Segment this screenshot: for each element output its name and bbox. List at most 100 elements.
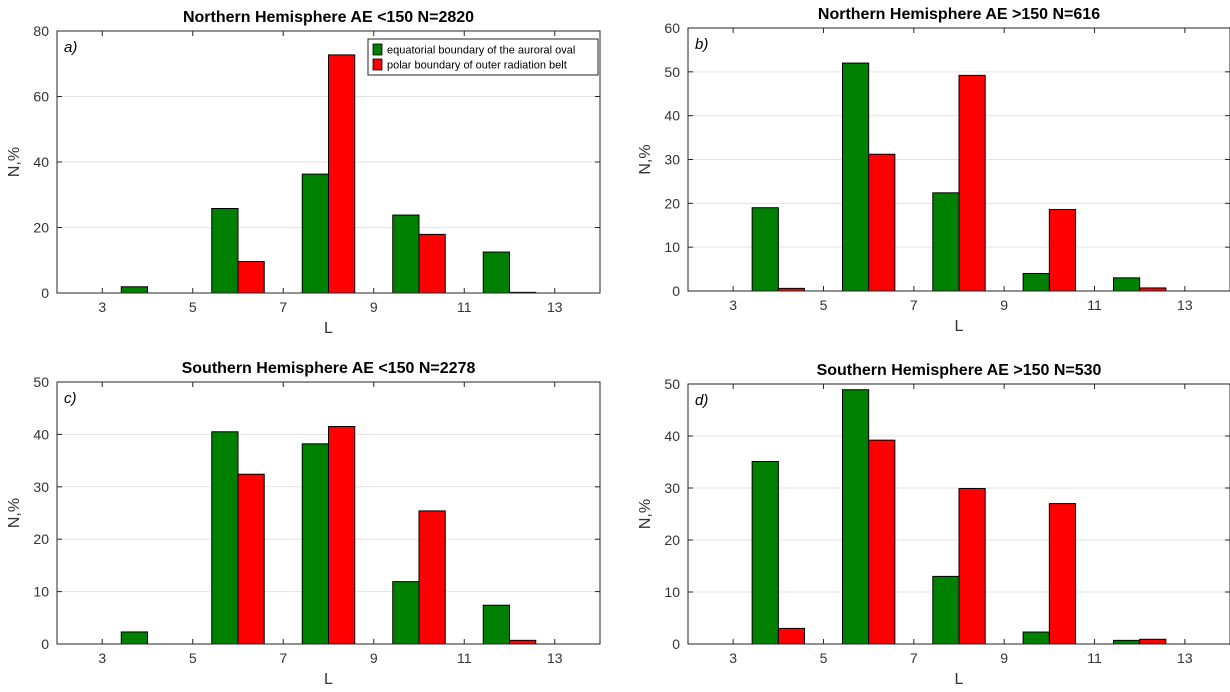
x-tick-label: 9 [1000, 650, 1008, 666]
y-tick-label: 50 [664, 376, 680, 392]
x-tick-label: 9 [370, 299, 378, 315]
x-tick-label: 7 [279, 299, 287, 315]
panel-label: c) [64, 390, 77, 407]
x-tick-label: 13 [547, 299, 563, 315]
y-tick-label: 20 [33, 220, 49, 236]
chart-title: Southern Hemisphere AE >150 N=530 [817, 362, 1102, 379]
x-tick-label: 11 [1087, 650, 1102, 666]
bar-equatorial-boundary-L4 [120, 286, 148, 294]
bar-equatorial-boundary-L8 [301, 443, 330, 645]
y-tick-label: 40 [664, 108, 680, 124]
y-tick-label: 20 [33, 531, 49, 547]
chart-title: Southern Hemisphere AE <150 N=2278 [182, 360, 476, 377]
x-tick-label: 11 [457, 650, 472, 666]
y-axis-label: N,% [637, 499, 654, 529]
y-tick-label: 60 [664, 20, 680, 36]
plot-frame [56, 381, 601, 645]
bar-equatorial-boundary-L12 [482, 604, 511, 645]
x-tick-label: 3 [729, 650, 737, 666]
x-tick-label: 3 [729, 297, 737, 313]
y-tick-label: 0 [41, 285, 49, 301]
bar-equatorial-boundary-L10 [392, 581, 420, 645]
panel-label: d) [695, 392, 708, 409]
y-tick-label: 60 [33, 89, 49, 105]
bar-equatorial-boundary-L4 [751, 207, 779, 292]
x-tick-label: 5 [820, 650, 828, 666]
y-tick-label: 30 [664, 152, 680, 168]
chart-panel-b: 3 5 7 9 11 13 0 10 20 30 40 50 60 Northern Hemisphere… [637, 6, 1230, 335]
bar-equatorial-boundary-L10 [1022, 272, 1050, 292]
plot-frame [687, 383, 1230, 645]
bar-equatorial-boundary-L10 [1022, 631, 1050, 645]
bar-polar-boundary-L8 [958, 74, 986, 292]
y-tick-label: 80 [33, 23, 49, 39]
y-tick-label: 0 [41, 636, 49, 652]
bar-polar-boundary-L10 [1048, 208, 1077, 292]
y-tick-label: 10 [33, 584, 49, 600]
bar-polar-boundary-L6 [237, 261, 265, 294]
bar-equatorial-boundary-L6 [841, 389, 870, 645]
x-tick-label: 13 [547, 650, 563, 666]
bar-polar-boundary-L8 [328, 54, 356, 294]
bar-equatorial-boundary-L6 [211, 431, 239, 645]
y-tick-label: 40 [33, 426, 49, 442]
x-tick-label: 5 [820, 297, 828, 313]
x-axis-label: L [324, 320, 333, 337]
x-axis-label: L [324, 671, 333, 688]
bar-polar-boundary-L12 [509, 639, 537, 645]
bar-polar-boundary-L10 [418, 233, 446, 294]
x-tick-label: 7 [910, 650, 918, 666]
x-tick-label: 3 [98, 650, 106, 666]
x-tick-label: 13 [1177, 650, 1193, 666]
x-tick-label: 5 [189, 299, 197, 315]
bar-polar-boundary-L12 [1139, 638, 1167, 645]
legend-box [367, 38, 599, 76]
bar-polar-boundary-L10 [1048, 503, 1077, 645]
bar-equatorial-boundary-L4 [751, 460, 779, 645]
x-tick-label: 5 [189, 650, 197, 666]
bar-polar-boundary-L6 [868, 153, 896, 292]
legend-label: polar boundary of outer radiation belt [387, 60, 567, 72]
legend-swatch [372, 58, 383, 71]
y-tick-label: 20 [664, 532, 680, 548]
chart-title: Northern Hemisphere AE >150 N=616 [818, 6, 1100, 23]
y-tick-label: 40 [33, 154, 49, 170]
chart-panel-a: 3 5 7 9 11 13 0 20 40 60 80 Northern Hemisphere AE … [6, 9, 601, 337]
bar-equatorial-boundary-L12 [482, 251, 511, 294]
bar-polar-boundary-L10 [418, 510, 446, 645]
chart-panel-d: 3 5 7 9 11 13 0 10 20 30 40 50 Southern Hemisphere A… [637, 362, 1230, 688]
x-tick-label: 7 [910, 297, 918, 313]
bar-polar-boundary-L8 [328, 426, 356, 645]
y-tick-label: 30 [33, 479, 49, 495]
bar-polar-boundary-L8 [958, 488, 986, 645]
bar-equatorial-boundary-L10 [392, 214, 420, 294]
x-axis-label: L [955, 318, 964, 335]
x-tick-label: 9 [1000, 297, 1008, 313]
legend-swatch [372, 43, 383, 56]
panel-label: a) [64, 39, 77, 56]
chart-panel-c: 3 5 7 9 11 13 0 10 20 30 40 50 Southern Hemisphere A… [6, 360, 601, 688]
legend-label: equatorial boundary of the auroral oval [387, 45, 575, 57]
y-axis-label: N,% [6, 147, 23, 177]
bar-polar-boundary-L6 [237, 473, 265, 645]
x-axis-label: L [955, 671, 964, 688]
bar-equatorial-boundary-L8 [932, 575, 960, 645]
bar-polar-boundary-L4 [777, 627, 806, 645]
y-tick-label: 50 [33, 374, 49, 390]
bar-equatorial-boundary-L8 [301, 173, 330, 294]
y-tick-label: 10 [664, 239, 680, 255]
bar-equatorial-boundary-L12 [1112, 639, 1141, 645]
y-tick-label: 10 [664, 584, 680, 600]
bar-equatorial-boundary-L4 [120, 631, 148, 645]
x-tick-label: 3 [98, 299, 106, 315]
x-tick-label: 9 [370, 650, 378, 666]
y-axis-label: N,% [6, 498, 23, 528]
bar-equatorial-boundary-L6 [841, 62, 870, 292]
y-tick-label: 30 [664, 480, 680, 496]
y-tick-label: 50 [664, 64, 680, 80]
y-tick-label: 40 [664, 428, 680, 444]
bar-equatorial-boundary-L6 [211, 208, 239, 294]
chart-title: Northern Hemisphere AE <150 N=2820 [183, 9, 474, 26]
bar-equatorial-boundary-L12 [1112, 277, 1141, 292]
